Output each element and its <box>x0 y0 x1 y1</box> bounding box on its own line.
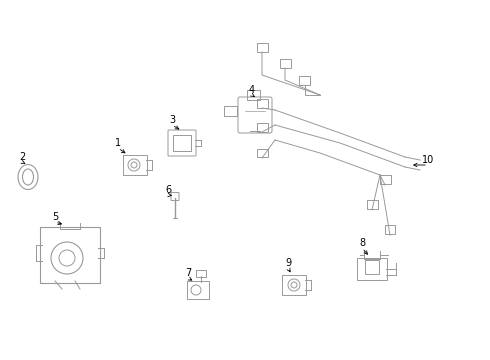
Text: 2: 2 <box>19 152 25 162</box>
Text: 3: 3 <box>169 115 175 125</box>
Text: 4: 4 <box>249 85 255 95</box>
Ellipse shape <box>23 169 33 185</box>
Text: 7: 7 <box>185 268 191 278</box>
Text: 10: 10 <box>422 155 434 165</box>
Text: 8: 8 <box>359 238 365 248</box>
Text: 5: 5 <box>52 212 58 222</box>
Text: 9: 9 <box>285 258 291 268</box>
Text: 6: 6 <box>165 185 171 195</box>
Text: 1: 1 <box>115 138 121 148</box>
